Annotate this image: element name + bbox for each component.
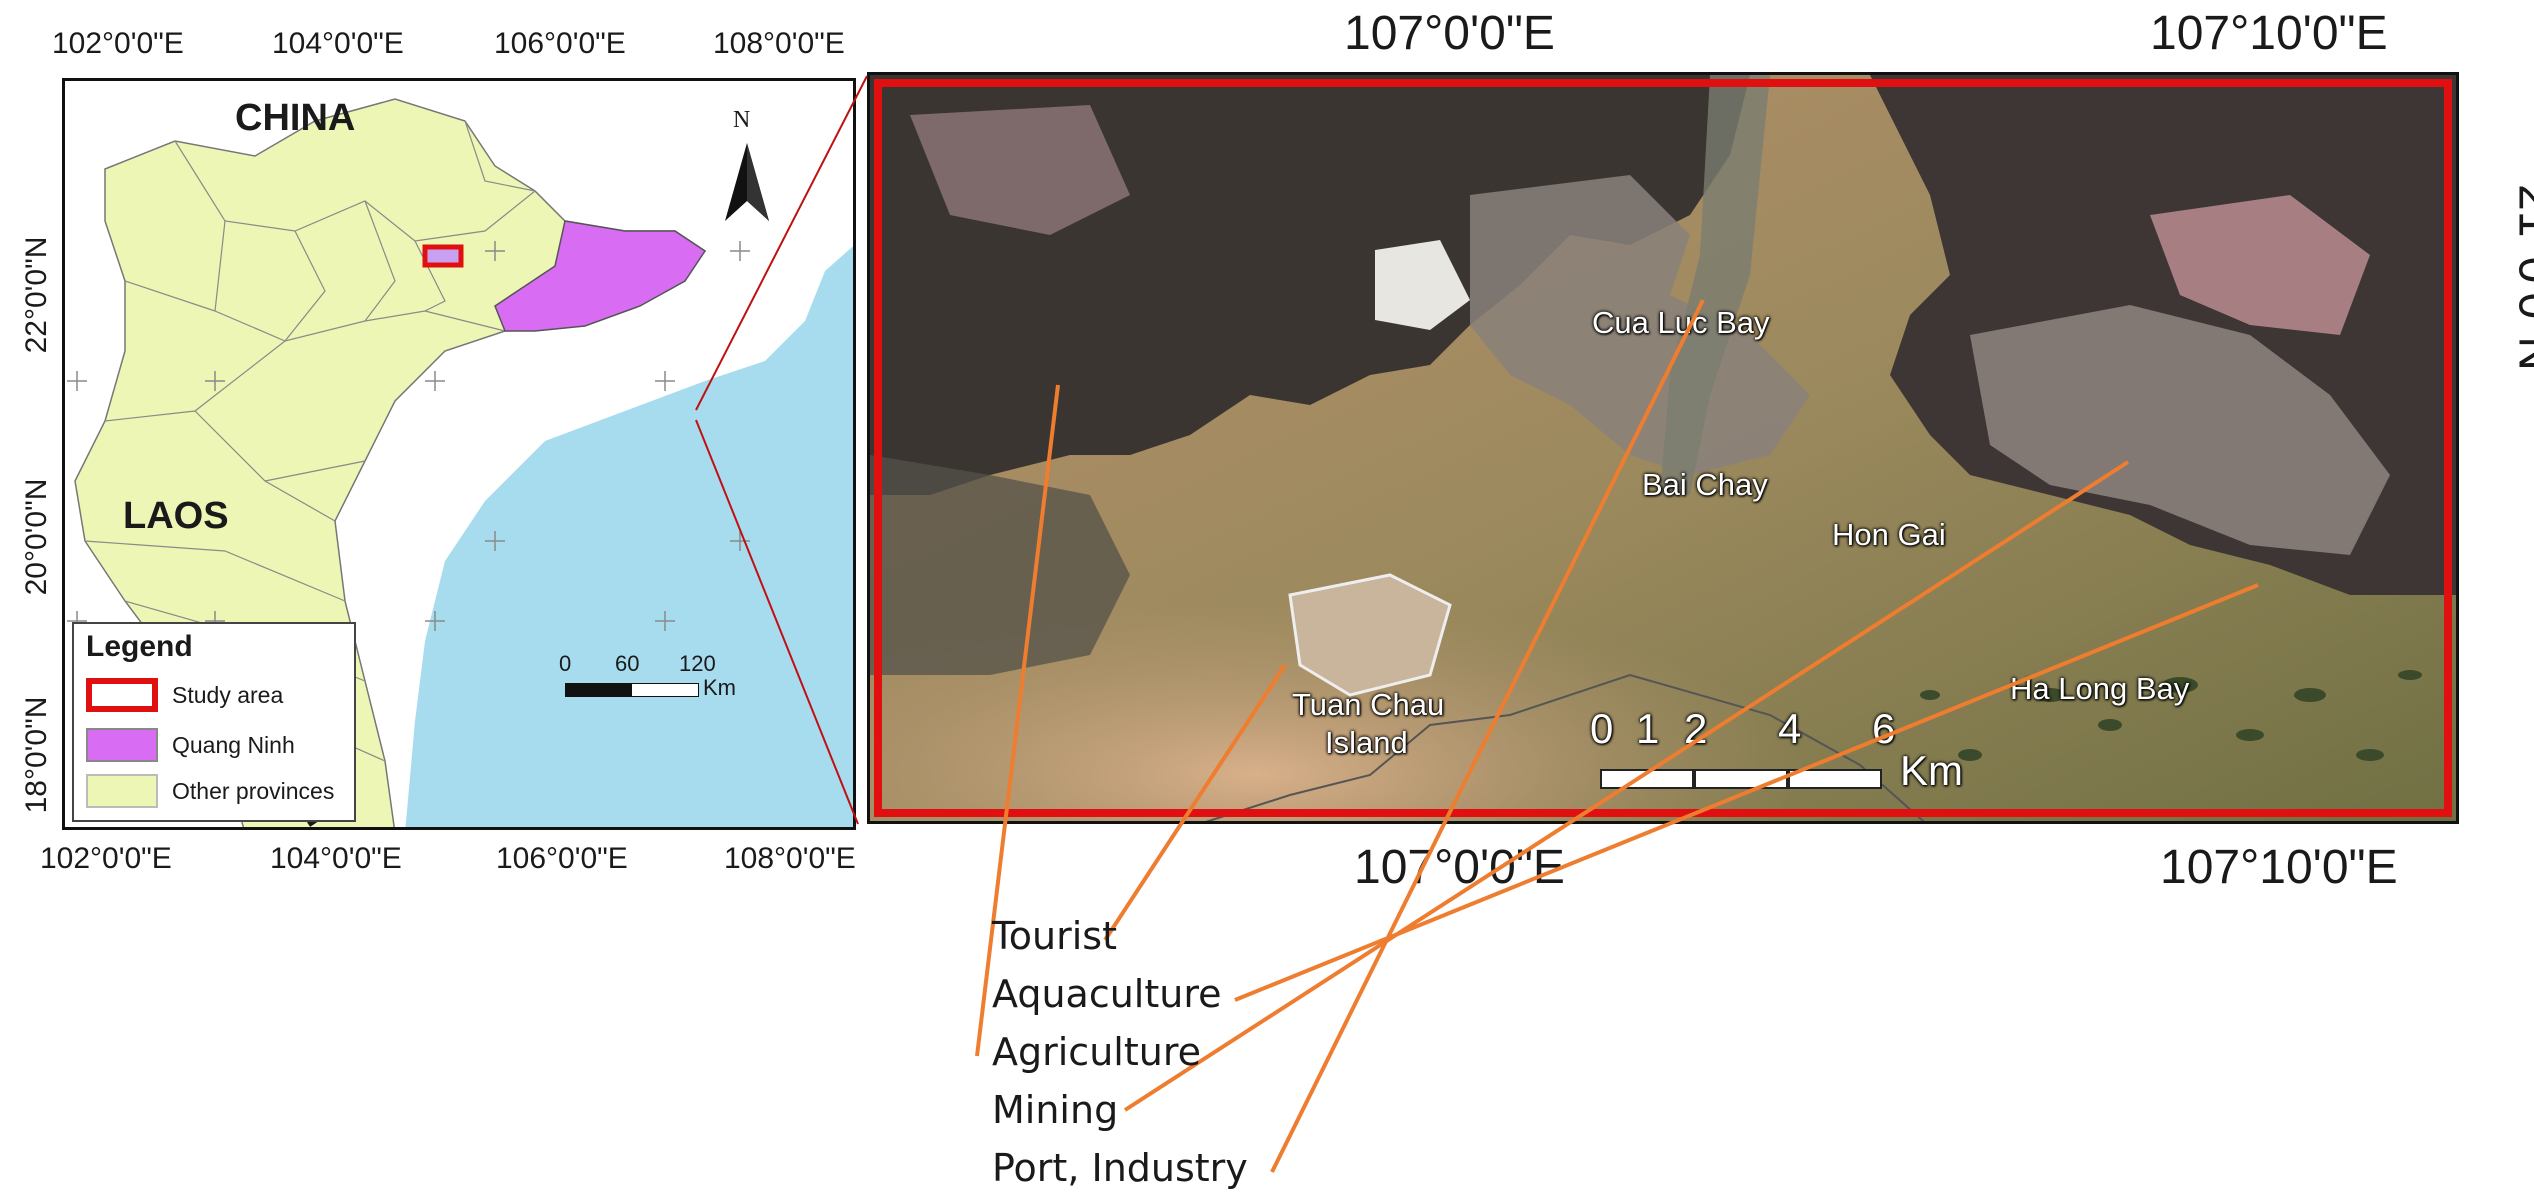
inset-left-coord-3: 18°0'0"N [20,696,53,814]
study-right-coord: 21°0'0"N [2508,184,2534,371]
study-scale-tick-2: 2 [1684,705,1708,752]
land-use-agriculture: Agriculture [992,1030,1201,1074]
inset-bottom-coord-2: 104°0'0"E [270,842,402,875]
study-area-box [422,244,464,268]
inset-top-coord-1: 102°0'0"E [52,27,184,60]
label-island: Island [1325,725,1408,760]
inset-scale-bar: 0 60 120 Km [559,651,795,711]
quang-ninh-province [494,220,707,332]
land-use-mining: Mining [992,1088,1119,1132]
study-scale-seg-1 [1600,769,1694,789]
study-bottom-coord-2: 107°10'0"E [2160,841,2398,894]
inset-scale-tick-0: 0 [559,651,572,676]
inset-bottom-coord-1: 102°0'0"E [40,842,172,875]
inset-top-coord-3: 106°0'0"E [494,27,626,60]
legend-title: Legend [86,630,193,663]
legend-label-study-area: Study area [172,681,284,708]
study-top-coord-2: 107°10'0"E [2150,7,2388,60]
inset-scale-tick-60: 60 [615,651,640,676]
study-scale-seg-2 [1694,769,1788,789]
label-tuan-chau: Tuan Chau [1292,687,1445,722]
north-label: N [733,107,751,133]
label-laos: LAOS [123,495,229,537]
legend-swatch-study-area [86,678,158,712]
study-scale-seg-3 [1788,769,1882,789]
legend-item-quang-ninh: Quang Ninh [86,728,295,762]
study-scale-unit: Km [1900,747,1963,794]
legend: Legend Study area Quang Ninh Other provi… [72,622,356,822]
label-bai-chay: Bai Chay [1642,467,1768,502]
study-bottom-coord-1: 107°0'0"E [1354,841,1565,894]
land-west-pink [910,105,1130,235]
inset-top-coord-2: 104°0'0"E [272,27,404,60]
study-top-coord-1: 107°0'0"E [1344,7,1555,60]
label-ha-long-bay: Ha Long Bay [2010,671,2190,706]
study-scale-tick-4: 4 [1778,705,1802,752]
study-scale-bar: 0 1 2 4 6 Km [1590,705,2020,805]
legend-swatch-quang-ninh [86,728,158,762]
study-scale-tick-0: 0 [1590,705,1614,752]
inset-scale-unit: Km [703,675,736,700]
label-hon-gai: Hon Gai [1832,517,1946,552]
label-cua-luc-bay: Cua Luc Bay [1592,305,1770,340]
study-scale-tick-6: 6 [1872,705,1896,752]
inset-scale-tick-120: 120 [679,651,716,676]
land-use-port-industry: Port, Industry [992,1146,1248,1190]
satellite-image-frame: Cua Luc Bay Bai Chay Hon Gai Tuan Chau I… [867,72,2459,824]
legend-item-other-provinces: Other provinces [86,774,334,808]
label-china: CHINA [235,97,356,139]
inset-bottom-coord-3: 106°0'0"E [496,842,628,875]
legend-item-study-area: Study area [86,678,283,712]
inset-left-coord-1: 22°0'0"N [20,236,53,354]
land-urban-east [1970,305,2390,555]
land-pinkish [2150,195,2370,335]
legend-swatch-other-provinces [86,774,158,808]
inset-scale-white [631,683,699,697]
land-use-aquaculture: Aquaculture [992,972,1222,1016]
legend-label-other-provinces: Other provinces [172,777,335,804]
study-scale-tick-1: 1 [1636,705,1660,752]
inset-scale-black [565,683,633,697]
legend-label-quang-ninh: Quang Ninh [172,731,295,758]
inset-left-coord-2: 20°0'0"N [20,478,53,596]
inset-bottom-coord-4: 108°0'0"E [724,842,856,875]
inset-top-coord-4: 108°0'0"E [713,27,845,60]
land-use-tourist: Tourist [992,914,1117,958]
